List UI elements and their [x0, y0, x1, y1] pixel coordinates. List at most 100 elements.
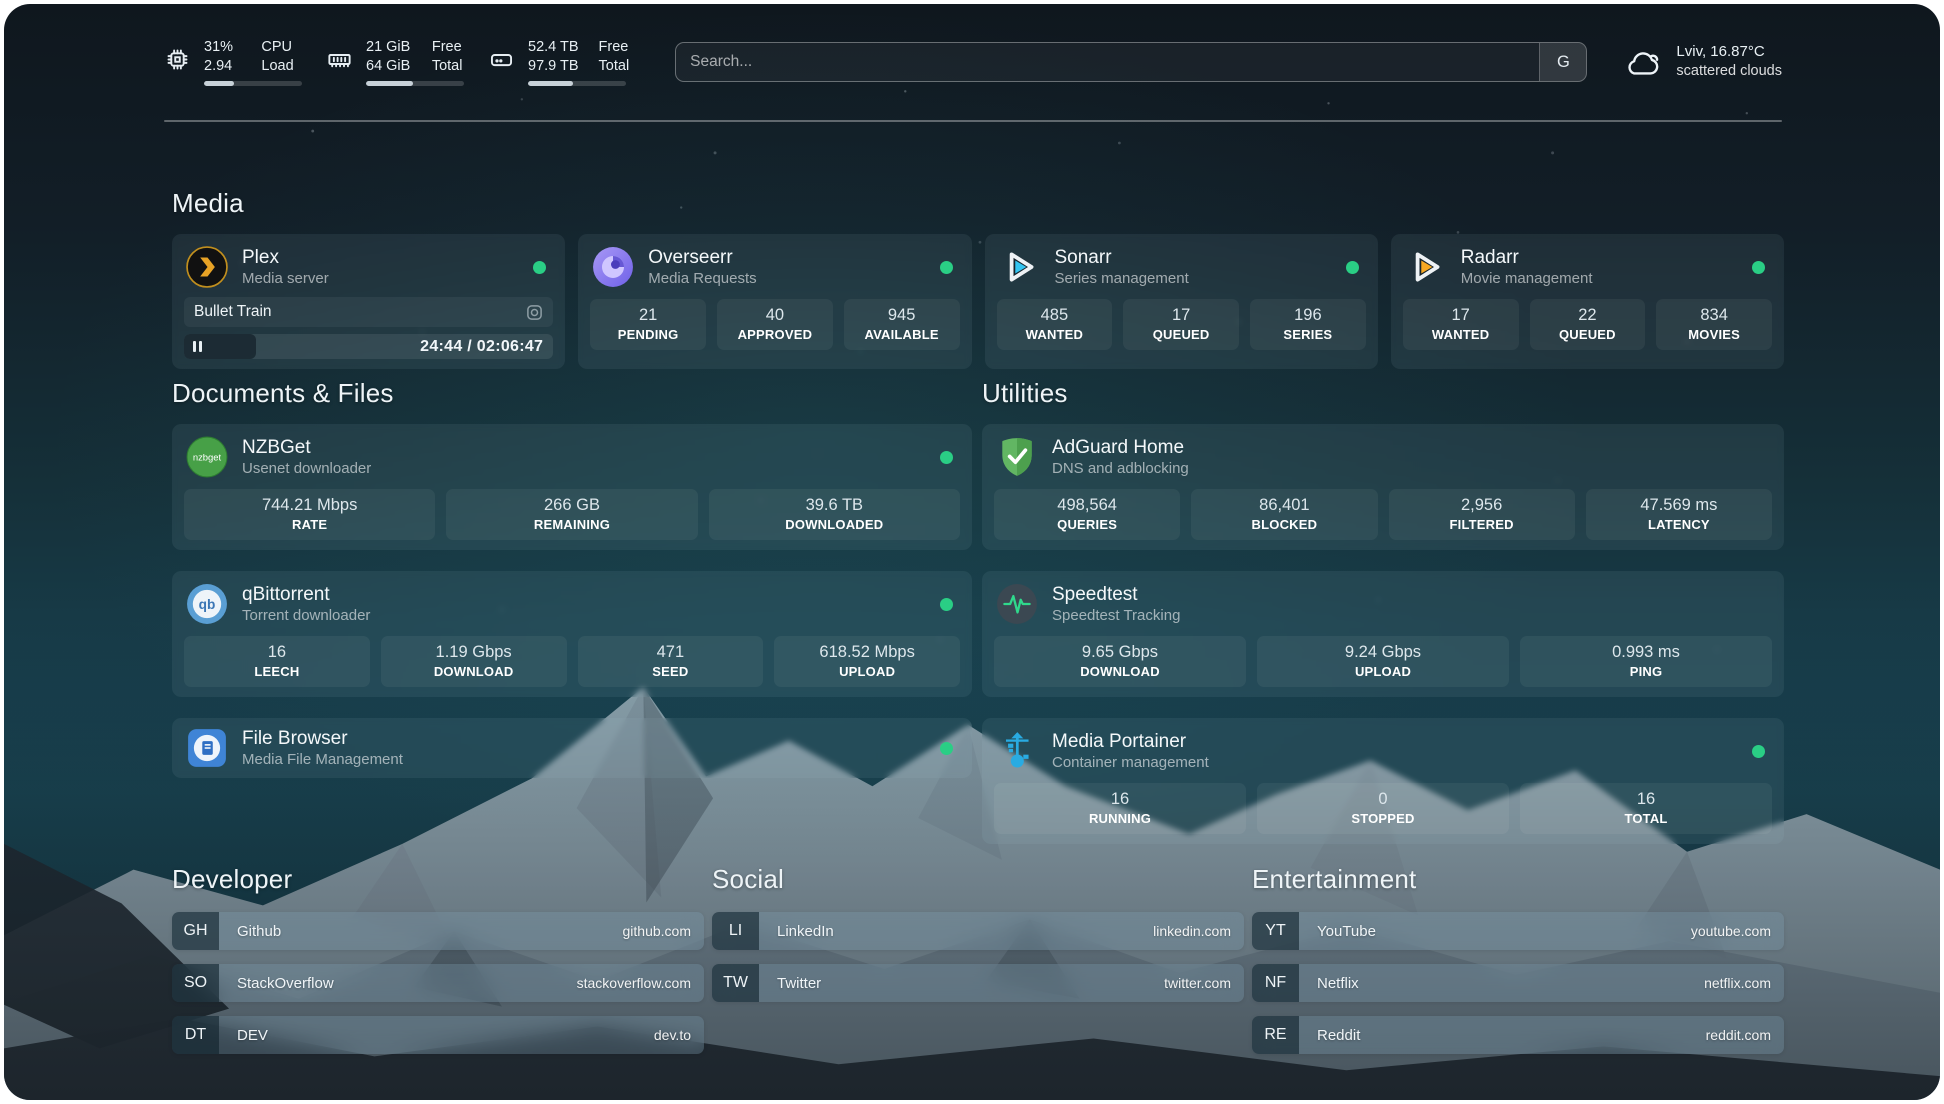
weather-widget: Lviv, 16.87°C scattered clouds [1623, 42, 1782, 82]
search-provider-button[interactable]: G [1539, 43, 1587, 81]
bookmark-abbr: YT [1252, 912, 1299, 950]
stat-block: 17 WANTED [1402, 299, 1519, 350]
search-bar: G [675, 42, 1588, 82]
status-indicator [533, 260, 547, 274]
service-card-filebrowser[interactable]: File Browser Media File Management [172, 718, 972, 778]
bookmarks-area: Developer GH Github github.com SO StackO… [172, 864, 1784, 1068]
stat-block: 47.569 ms LATENCY [1585, 489, 1772, 540]
service-title: Sonarr [1054, 246, 1112, 268]
bookmark-url: github.com [622, 923, 691, 939]
status-indicator [940, 450, 953, 464]
top-bar: 31% CPU 2.94 Load 21 GiB [164, 30, 1782, 94]
section-title-utilities: Utilities [982, 378, 1068, 408]
service-title: File Browser [242, 727, 348, 749]
service-card-qbittorrent[interactable]: qb qBittorrent Torrent downloader 16 LEEC… [172, 571, 972, 697]
section-title-social: Social [712, 864, 785, 894]
service-card-radarr[interactable]: Radarr Movie management 17 WANTED 22 QUEUE… [1390, 234, 1784, 369]
status-indicator [940, 741, 953, 755]
service-card-speedtest[interactable]: Speedtest Speedtest Tracking 9.65 Gbps DO… [982, 571, 1784, 697]
bookmark-reddit[interactable]: RE Reddit reddit.com [1252, 1016, 1784, 1054]
service-subtitle: DNS and adblocking [1052, 459, 1189, 477]
section-title-documents: Documents & Files [172, 378, 394, 408]
stat-block: 16 LEECH [184, 636, 370, 687]
bookmark-github[interactable]: GH Github github.com [172, 912, 704, 950]
cpu-progress-bar [204, 80, 302, 86]
memory-total-value: 64 GiB [366, 58, 411, 74]
status-indicator [1345, 260, 1359, 274]
disk-icon [490, 54, 513, 67]
memory-free-value: 21 GiB [366, 39, 411, 56]
stat-block: 39.6 TB DOWNLOADED [708, 489, 960, 540]
stat-block: 17 QUEUED [1123, 299, 1239, 350]
stat-block: 834 MOVIES [1656, 299, 1772, 350]
service-subtitle: Media server [242, 269, 329, 287]
bookmark-name: Twitter [777, 974, 822, 992]
dashboard-window: 31% CPU 2.94 Load 21 GiB [4, 4, 1940, 1100]
service-card-nzbget[interactable]: nzbget NZBGet Usenet downloader 744.21 M… [172, 424, 972, 550]
bookmark-linkedin[interactable]: LI LinkedIn linkedin.com [712, 912, 1244, 950]
bookmark-url: twitter.com [1164, 975, 1231, 991]
disk-free-value: 52.4 TB [528, 39, 579, 56]
stat-block: 945 AVAILABLE [843, 299, 960, 350]
svg-text:nzbget: nzbget [193, 453, 222, 464]
memory-icon [328, 54, 351, 68]
bookmark-dev[interactable]: DT DEV dev.to [172, 1016, 704, 1054]
service-title: NZBGet [242, 436, 311, 458]
section-documents-files: Documents & Files nzbget NZBGet Usenet d… [172, 378, 972, 778]
weather-condition: scattered clouds [1676, 63, 1782, 80]
overseerr-icon [593, 247, 634, 287]
bookmark-url: netflix.com [1704, 975, 1771, 991]
service-card-portainer[interactable]: Media Portainer Container management 16 R… [982, 718, 1784, 844]
disk-progress-bar [528, 80, 626, 86]
service-title: Plex [242, 246, 279, 268]
section-media: Media Plex Media server [172, 188, 1784, 369]
service-title: qBittorrent [242, 583, 330, 605]
service-card-sonarr[interactable]: Sonarr Series management 485 WANTED 17 QUE… [984, 234, 1378, 369]
bookmark-abbr: RE [1252, 1016, 1299, 1054]
service-card-adguard[interactable]: AdGuard Home DNS and adblocking 498,564 Q… [982, 424, 1784, 550]
speedtest-icon [997, 584, 1037, 624]
disk-free-label: Free [598, 39, 629, 56]
stat-block: 471 SEED [577, 636, 764, 687]
bookmark-netflix[interactable]: NF Netflix netflix.com [1252, 964, 1784, 1002]
disk-total-label: Total [598, 58, 630, 74]
playback-time: 24:44 / 02:06:47 [420, 337, 544, 355]
plex-progress-bar: 24:44 / 02:06:47 [184, 334, 554, 359]
stat-block: 21 PENDING [590, 299, 706, 350]
filebrowser-icon [188, 729, 226, 767]
service-subtitle: Speedtest Tracking [1052, 606, 1181, 624]
bookmark-name: StackOverflow [237, 974, 334, 992]
section-title-media: Media [172, 188, 244, 218]
bookmark-twitter[interactable]: TW Twitter twitter.com [712, 964, 1244, 1002]
service-subtitle: Media File Management [242, 750, 403, 768]
service-card-overseerr[interactable]: Overseerr Media Requests 21 PENDING 40 APP… [578, 234, 972, 369]
disk-total-value: 97.9 TB [528, 58, 579, 74]
memory-resource-widget: 21 GiB Free 64 GiB Total [326, 38, 464, 86]
cpu-usage-value: 31% [204, 39, 234, 56]
search-input[interactable] [676, 43, 1540, 81]
cloud-icon [1628, 51, 1659, 75]
portainer-icon [1005, 732, 1029, 768]
stat-block: 40 APPROVED [717, 299, 833, 350]
bookmark-youtube[interactable]: YT YouTube youtube.com [1252, 912, 1784, 950]
bookmark-name: DEV [237, 1026, 268, 1044]
bookmark-url: youtube.com [1690, 923, 1771, 939]
section-title-entertainment: Entertainment [1252, 864, 1417, 894]
plex-now-playing-row: Bullet Train [184, 297, 554, 327]
stat-block: 9.65 Gbps DOWNLOAD [994, 636, 1246, 687]
bookmark-url: stackoverflow.com [576, 975, 691, 991]
stat-block: 0.993 ms PING [1520, 636, 1772, 687]
service-title: Radarr [1460, 246, 1519, 268]
cpu-resource-widget: 31% CPU 2.94 Load [164, 38, 302, 86]
service-title: Overseerr [648, 246, 733, 268]
bookmark-group-developer: Developer GH Github github.com SO StackO… [172, 864, 704, 1068]
bookmark-stackoverflow[interactable]: SO StackOverflow stackoverflow.com [172, 964, 704, 1002]
weather-location-temp: Lviv, 16.87°C [1676, 43, 1765, 61]
bookmark-abbr: TW [712, 964, 759, 1002]
bookmark-abbr: NF [1252, 964, 1299, 1002]
memory-free-label: Free [431, 39, 462, 56]
media-session-icon [526, 304, 543, 321]
bookmark-group-entertainment: Entertainment YT YouTube youtube.com NF … [1252, 864, 1784, 1068]
service-card-plex[interactable]: Plex Media server Bullet Train [172, 234, 566, 369]
bookmark-name: Reddit [1317, 1026, 1361, 1044]
